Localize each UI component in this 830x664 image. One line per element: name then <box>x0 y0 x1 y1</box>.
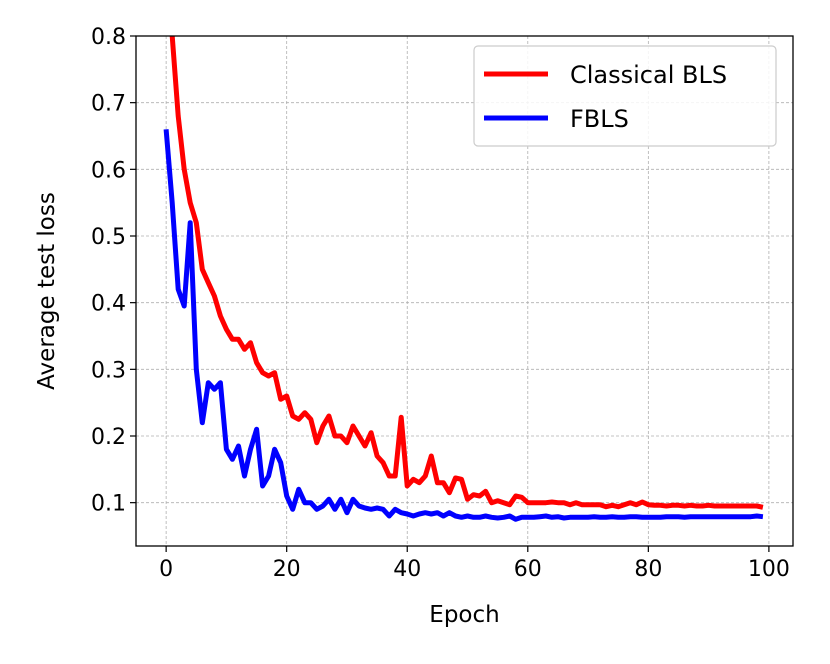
y-tick-label: 0.4 <box>91 292 126 317</box>
plot-frame <box>135 35 794 547</box>
x-tick-label: 40 <box>393 557 421 582</box>
x-tick-label: 20 <box>273 557 301 582</box>
x-axis-label: Epoch <box>429 602 499 628</box>
legend: Classical BLS FBLS <box>473 45 777 147</box>
x-tick-label: 100 <box>748 557 790 582</box>
y-axis-label: Average test loss <box>34 192 60 390</box>
series-line-fbls <box>163 129 764 522</box>
y-tick-label: 0.5 <box>91 225 126 250</box>
series-line-classical-bls <box>169 36 764 510</box>
y-tick-label: 0.7 <box>91 92 126 117</box>
y-tick-label: 0.2 <box>91 425 126 450</box>
ticks: 0 20 40 60 80 100 0.1 0.2 0.3 0.4 0.5 0.6 0.7 0.8 <box>91 25 790 582</box>
series-layer <box>163 36 764 522</box>
x-tick-label: 0 <box>159 557 173 582</box>
y-tick-label: 0.3 <box>91 358 126 383</box>
x-tick-label: 80 <box>634 557 662 582</box>
legend-label: Classical BLS <box>570 61 727 89</box>
y-tick-label: 0.6 <box>91 158 126 183</box>
y-tick-label: 0.1 <box>91 492 126 517</box>
legend-box <box>473 45 777 147</box>
x-tick-label: 60 <box>514 557 542 582</box>
legend-label: FBLS <box>570 105 629 133</box>
y-tick-label: 0.8 <box>91 25 126 50</box>
